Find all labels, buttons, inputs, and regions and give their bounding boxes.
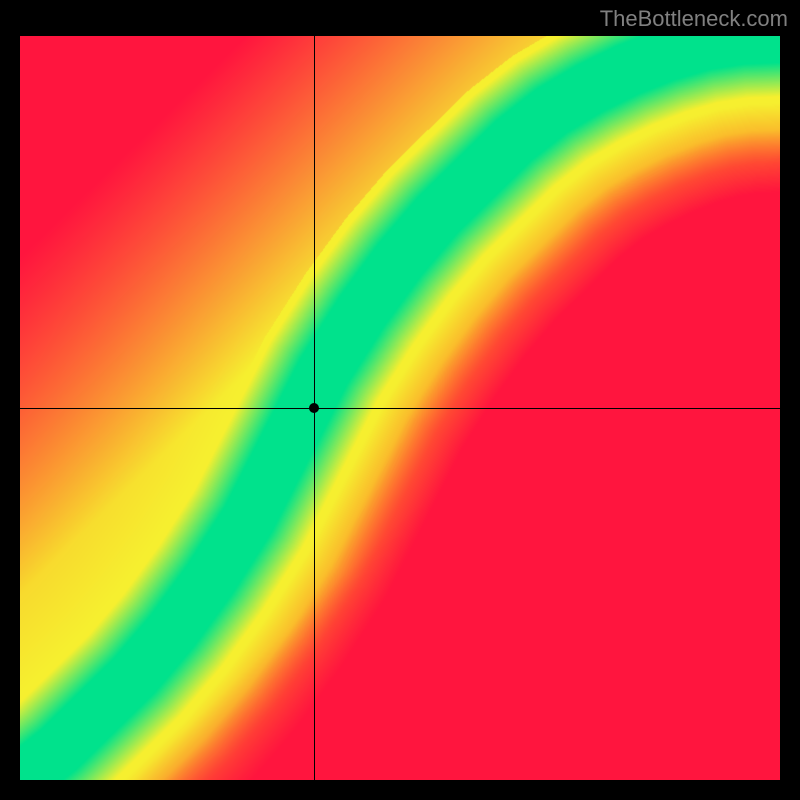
bottleneck-marker-dot: [309, 403, 319, 413]
watermark-text: TheBottleneck.com: [600, 6, 788, 32]
plot-area: [20, 36, 780, 780]
crosshair-horizontal: [20, 408, 780, 409]
